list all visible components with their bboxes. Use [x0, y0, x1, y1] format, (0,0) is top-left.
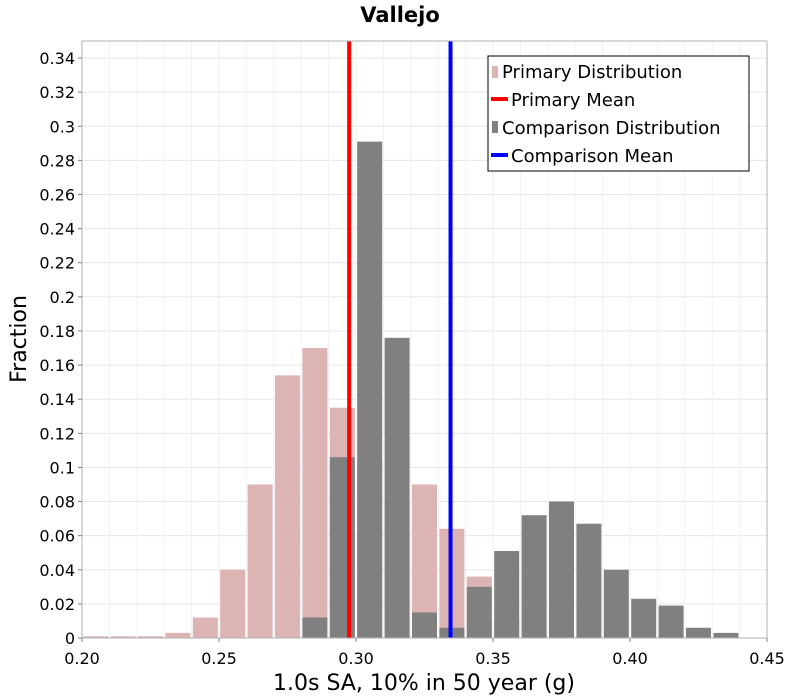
x-tick-label: 0.40 — [612, 649, 648, 668]
comparison-distribution-bar — [576, 523, 602, 638]
y-tick-label: 0.16 — [39, 356, 75, 375]
x-tick-label: 0.20 — [64, 649, 100, 668]
x-tick-label: 0.30 — [338, 649, 374, 668]
x-axis-ticks: 0.20 0.25 0.30 0.35 0.40 0.45 — [64, 638, 785, 668]
y-tick-label: 0.18 — [39, 322, 75, 341]
y-tick-label: 0.14 — [39, 390, 75, 409]
primary-distribution-bar — [275, 375, 300, 638]
y-tick-label: 0.12 — [39, 424, 75, 443]
plot-border — [81, 40, 768, 639]
y-axis-ticks: 0 0.02 0.04 0.06 0.08 0.1 0.12 0.14 0.16 0.18 0.2 0… — [39, 49, 82, 648]
comparison-distribution-bar — [549, 501, 574, 638]
y-tick-label: 0.04 — [39, 561, 75, 580]
comparison-distribution-bar — [713, 632, 739, 638]
primary-distribution-bar — [110, 636, 136, 638]
comparison-distribution-bar — [357, 141, 383, 638]
y-tick-label: 0.06 — [39, 527, 75, 546]
y-tick-label: 0.24 — [39, 220, 75, 239]
y-tick-label: 0.3 — [50, 117, 75, 136]
y-tick-label: 0.02 — [39, 595, 75, 614]
primary-distribution-bar — [220, 569, 246, 638]
primary-distribution-bar — [192, 617, 218, 638]
y-tick-label: 0.26 — [39, 186, 75, 205]
comparison-distribution-bar — [412, 612, 437, 638]
comparison-distribution-bar — [466, 586, 492, 638]
comparison-distribution-bar — [603, 569, 629, 638]
legend-swatch-primary-distribution — [492, 66, 498, 78]
primary-distribution-bar — [302, 348, 328, 638]
x-axis-label: 1.0s SA, 10% in 50 year (g) — [273, 671, 575, 696]
y-tick-label: 0.2 — [50, 288, 75, 307]
legend-box — [487, 55, 750, 172]
primary-distribution-bar — [83, 636, 109, 638]
y-tick-label: 0.08 — [39, 493, 75, 512]
comparison-distribution-bar — [384, 337, 410, 638]
primary-distribution-bar — [247, 484, 273, 638]
legend-label-comparison-mean: Comparison Mean — [511, 146, 674, 167]
y-tick-label: 0.34 — [39, 49, 75, 68]
primary-distribution-bar — [138, 636, 163, 638]
legend: Primary Distribution Primary Mean Compar… — [487, 55, 750, 172]
legend-label-primary-distribution: Primary Distribution — [502, 62, 682, 83]
y-tick-label: 0.32 — [39, 83, 75, 102]
legend-swatch-comparison-distribution — [492, 121, 498, 133]
y-axis-label: Fraction — [7, 295, 32, 383]
y-tick-label: 0.22 — [39, 254, 75, 273]
comparison-distribution-bar — [521, 515, 547, 638]
grid-lines — [82, 41, 767, 638]
legend-swatch-primary-mean — [491, 97, 508, 101]
y-tick-label: 0 — [65, 629, 75, 648]
legend-label-comparison-distribution: Comparison Distribution — [502, 118, 721, 139]
chart-title: Vallejo — [360, 3, 440, 27]
comparison-distribution-bar — [631, 598, 657, 638]
x-tick-label: 0.25 — [201, 649, 237, 668]
comparison-distribution-bar — [302, 617, 328, 638]
comparison-distribution-bar — [494, 551, 520, 638]
comparison-distribution-bar — [686, 627, 711, 638]
y-tick-label: 0.28 — [39, 151, 75, 170]
x-tick-label: 0.45 — [749, 649, 785, 668]
y-tick-label: 0.1 — [50, 458, 75, 477]
primary-distribution-bar — [165, 632, 191, 638]
comparison-distribution-bar — [658, 605, 684, 638]
x-tick-label: 0.35 — [475, 649, 511, 668]
legend-swatch-comparison-mean — [491, 153, 508, 157]
legend-label-primary-mean: Primary Mean — [511, 90, 635, 111]
mean-lines — [347, 41, 453, 638]
